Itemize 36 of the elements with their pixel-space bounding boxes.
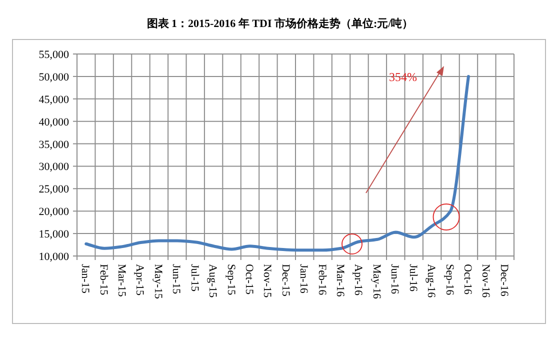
x-tick-label: Apr-15 <box>134 264 146 296</box>
x-tick-label: Dec-15 <box>279 264 292 297</box>
x-tick-label: Oct-16 <box>461 264 474 296</box>
x-tick-label: Aug-16 <box>425 264 438 298</box>
x-tick-label: Jun-16 <box>388 264 401 294</box>
y-tick-label: 50,000 <box>38 71 70 84</box>
x-tick-label: Mar-15 <box>116 264 128 298</box>
y-tick-label: 30,000 <box>38 161 70 174</box>
x-tick-label: Jan-16 <box>298 264 310 294</box>
x-tick-label: Oct-15 <box>242 264 255 296</box>
x-tick-label: Nov-16 <box>480 264 492 298</box>
x-tick-label: May-15 <box>152 264 164 300</box>
chart-title: 图表 1：2015-2016 年 TDI 市场价格走势（单位:元/吨） <box>146 17 414 30</box>
y-tick-label: 10,000 <box>38 251 70 263</box>
x-tick-label: Jul-16 <box>406 264 419 292</box>
y-tick-label: 45,000 <box>38 94 70 106</box>
y-tick-label: 55,000 <box>38 49 70 61</box>
x-tick-label: May-16 <box>370 264 382 300</box>
x-tick-label: Sep-16 <box>443 264 456 296</box>
x-tick-label: Feb-16 <box>316 264 328 296</box>
x-tick-label: Jan-15 <box>79 264 92 294</box>
x-tick-label: Apr-16 <box>352 264 364 296</box>
y-tick-label: 40,000 <box>38 116 70 128</box>
x-tick-label: Aug-15 <box>206 264 219 298</box>
x-tick-label: Nov-15 <box>261 264 274 298</box>
x-tick-label: Mar-16 <box>334 264 346 298</box>
y-tick-label: 25,000 <box>38 184 70 196</box>
x-tick-label: Feb-15 <box>97 264 110 296</box>
annotation: 354% <box>389 70 417 84</box>
y-tick-label: 15,000 <box>38 228 70 241</box>
x-tick-label: Jul-15 <box>188 264 200 292</box>
y-tick-label: 20,000 <box>38 206 70 218</box>
x-tick-label: Sep-15 <box>224 264 237 296</box>
y-tick-label: 35,000 <box>38 138 70 151</box>
x-tick-label: Jun-15 <box>170 264 182 294</box>
x-tick-label: Dec-16 <box>498 264 510 297</box>
